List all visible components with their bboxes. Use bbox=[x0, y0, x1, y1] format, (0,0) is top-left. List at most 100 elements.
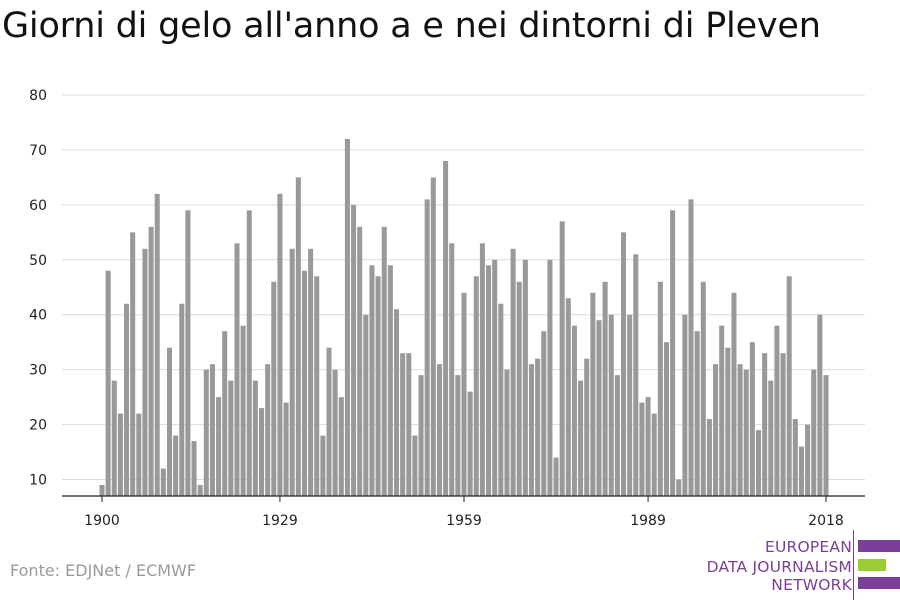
logo-line-3: NETWORK bbox=[771, 576, 852, 594]
bar-1995 bbox=[682, 314, 688, 496]
bar-1924 bbox=[246, 210, 252, 496]
bar-1997 bbox=[694, 331, 700, 496]
bar-1981 bbox=[596, 320, 602, 496]
bar-1959 bbox=[461, 292, 467, 496]
y-tick-label: 30 bbox=[29, 363, 47, 379]
bar-1909 bbox=[154, 193, 160, 496]
bar-2003 bbox=[731, 292, 737, 496]
bar-1946 bbox=[381, 226, 387, 496]
bar-1938 bbox=[332, 369, 338, 496]
bar-1980 bbox=[590, 292, 596, 496]
bar-2015 bbox=[805, 424, 811, 496]
bar-1939 bbox=[338, 397, 344, 496]
bar-1902 bbox=[111, 380, 117, 496]
bar-1948 bbox=[393, 309, 400, 496]
bar-1900 bbox=[99, 485, 105, 496]
bar-1978 bbox=[578, 380, 584, 496]
bar-2009 bbox=[768, 380, 774, 496]
bar-1907 bbox=[142, 248, 148, 496]
bar-1912 bbox=[173, 435, 179, 496]
bar-2004 bbox=[737, 364, 743, 496]
bar-1929 bbox=[277, 193, 283, 496]
bar-1932 bbox=[295, 177, 301, 496]
bar-2012 bbox=[786, 276, 792, 496]
bar-1928 bbox=[271, 281, 277, 496]
bar-1964 bbox=[492, 259, 498, 496]
bar-1934 bbox=[308, 248, 314, 496]
bar-1956 bbox=[443, 160, 449, 497]
y-tick-label: 40 bbox=[29, 308, 47, 324]
bar-1994 bbox=[676, 479, 682, 496]
logo-line-1: EUROPEAN bbox=[764, 538, 852, 556]
bar-1988 bbox=[639, 402, 645, 496]
logo-line-2: DATA JOURNALISM bbox=[706, 558, 852, 576]
logo-bar-top bbox=[858, 540, 900, 552]
bar-1927 bbox=[265, 364, 271, 496]
bar-1970 bbox=[528, 364, 535, 496]
x-tick-label: 1900 bbox=[84, 513, 120, 529]
bar-2000 bbox=[713, 364, 719, 496]
bar-1977 bbox=[571, 325, 577, 496]
bar-1923 bbox=[240, 325, 246, 496]
bar-1916 bbox=[197, 485, 203, 496]
bar-1996 bbox=[688, 199, 694, 496]
bar-1919 bbox=[216, 397, 222, 496]
x-tick-label: 1989 bbox=[630, 513, 666, 529]
bar-1920 bbox=[222, 331, 228, 496]
bar-1949 bbox=[400, 353, 406, 496]
bar-1965 bbox=[498, 303, 504, 496]
bar-1936 bbox=[320, 435, 326, 496]
bar-1951 bbox=[412, 435, 418, 496]
bar-1968 bbox=[516, 281, 522, 496]
y-tick-label: 60 bbox=[29, 198, 47, 214]
bar-1947 bbox=[387, 265, 393, 496]
bar-1937 bbox=[326, 347, 332, 496]
bar-1979 bbox=[584, 358, 590, 496]
bar-1993 bbox=[670, 210, 676, 496]
bar-1935 bbox=[314, 276, 320, 496]
logo-bar-middle bbox=[858, 559, 886, 571]
bar-1917 bbox=[203, 369, 209, 496]
bar-1925 bbox=[252, 380, 258, 496]
bar-1904 bbox=[124, 303, 130, 496]
bar-1911 bbox=[166, 347, 173, 496]
bar-1908 bbox=[148, 226, 154, 496]
bar-1905 bbox=[130, 232, 136, 496]
logo-bar-bottom bbox=[858, 577, 900, 589]
bar-2001 bbox=[719, 325, 725, 496]
bar-1982 bbox=[602, 281, 608, 496]
bar-1983 bbox=[608, 314, 614, 496]
bar-1966 bbox=[504, 369, 510, 496]
bar-1957 bbox=[449, 243, 455, 496]
bar-1952 bbox=[418, 375, 424, 496]
x-axis: 1900 1929 1959 1989 2018 bbox=[62, 495, 865, 529]
bar-2017 bbox=[817, 314, 823, 496]
bar-2008 bbox=[762, 353, 768, 496]
bar-1950 bbox=[406, 353, 412, 496]
bar-1969 bbox=[522, 259, 528, 496]
bar-1991 bbox=[657, 281, 663, 496]
bar-1999 bbox=[706, 419, 712, 496]
bar-1962 bbox=[479, 243, 485, 496]
y-axis-ticks: 10 20 30 40 50 60 70 80 bbox=[29, 88, 47, 489]
chart-title: Giorni di gelo all'anno a e nei dintorni… bbox=[2, 6, 821, 46]
bar-1931 bbox=[289, 248, 295, 496]
bar-2007 bbox=[755, 430, 762, 496]
bar-1930 bbox=[283, 402, 289, 496]
y-tick-label: 50 bbox=[29, 253, 47, 269]
x-tick-label: 1959 bbox=[446, 513, 482, 529]
bar-1906 bbox=[136, 413, 142, 496]
y-tick-label: 70 bbox=[29, 143, 47, 159]
bar-1914 bbox=[185, 210, 191, 496]
y-tick-label: 80 bbox=[29, 88, 47, 104]
bar-1967 bbox=[510, 248, 516, 496]
bar-1922 bbox=[234, 243, 240, 496]
bar-1944 bbox=[369, 265, 375, 496]
bar-1940 bbox=[344, 138, 350, 497]
edjnet-logo: EUROPEAN DATA JOURNALISM NETWORK bbox=[700, 530, 900, 600]
bar-1942 bbox=[357, 226, 363, 496]
bar-2006 bbox=[749, 342, 755, 496]
bar-1989 bbox=[645, 397, 651, 496]
bars bbox=[99, 138, 829, 497]
